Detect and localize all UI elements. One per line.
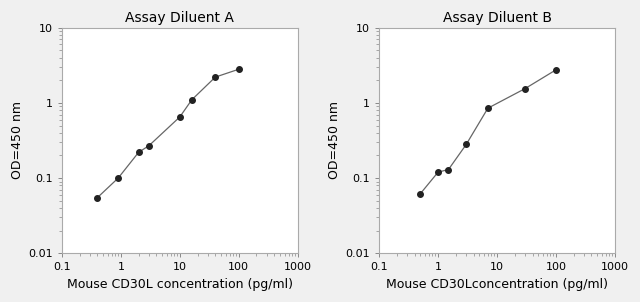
X-axis label: Mouse CD30L concentration (pg/ml): Mouse CD30L concentration (pg/ml) — [67, 278, 292, 291]
Y-axis label: OD=450 nm: OD=450 nm — [328, 101, 341, 179]
Title: Assay Diluent A: Assay Diluent A — [125, 11, 234, 25]
Title: Assay Diluent B: Assay Diluent B — [442, 11, 552, 25]
X-axis label: Mouse CD30Lconcentration (pg/ml): Mouse CD30Lconcentration (pg/ml) — [386, 278, 608, 291]
Y-axis label: OD=450 nm: OD=450 nm — [11, 101, 24, 179]
